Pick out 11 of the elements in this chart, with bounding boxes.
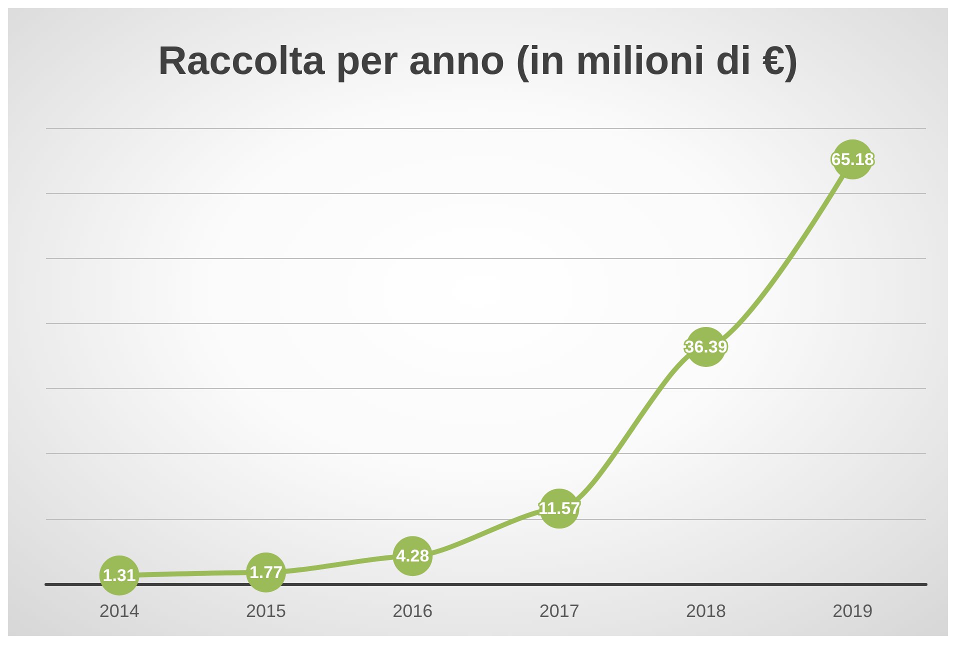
data-label: 1.31 [102, 566, 136, 585]
x-tick-label: 2018 [686, 601, 726, 621]
x-tick-label: 2014 [99, 601, 140, 621]
chart-title: Raccolta per anno (in milioni di €) [158, 39, 798, 83]
x-tick-label: 2016 [392, 601, 433, 621]
data-label: 11.57 [538, 499, 580, 518]
x-tick-label: 2015 [246, 601, 286, 621]
x-tick-label: 2019 [832, 601, 873, 621]
data-label: 1.77 [249, 562, 283, 582]
data-label: 4.28 [396, 546, 430, 566]
x-tick-label: 2017 [539, 601, 580, 621]
